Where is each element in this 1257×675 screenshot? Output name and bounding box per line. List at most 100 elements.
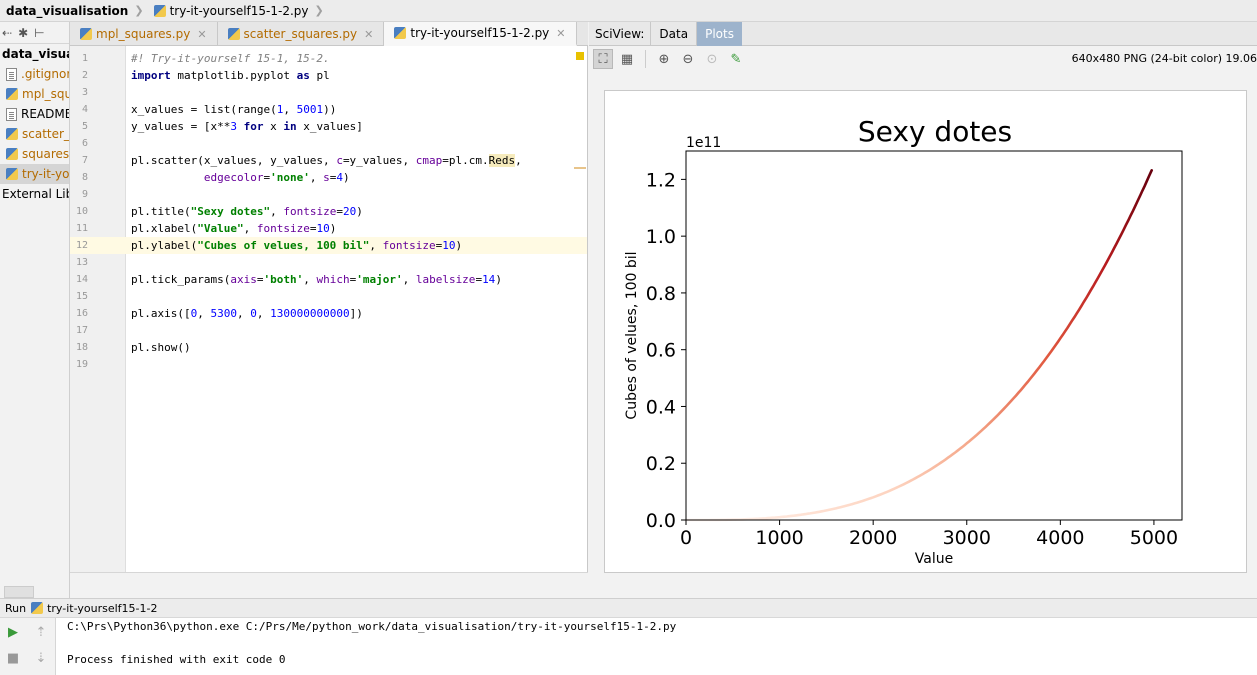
breadcrumb-file[interactable]: try-it-yourself15-1-2.py ❯ xyxy=(148,0,328,22)
breadcrumb-separator-icon: ❯ xyxy=(314,4,324,17)
close-icon[interactable]: ✕ xyxy=(364,27,374,41)
code-line[interactable]: 10 pl.title("Sexy dotes", fontsize=20) xyxy=(70,203,587,220)
editor-tab[interactable]: try-it-yourself15-1-2.py ✕ xyxy=(384,22,577,46)
plot-axes-frame xyxy=(685,150,1183,521)
project-tree-item[interactable]: scatter_sq xyxy=(0,124,69,144)
editor-tab-label: try-it-yourself15-1-2.py xyxy=(410,26,550,40)
line-number: 3 xyxy=(81,87,88,98)
code-line[interactable]: 16 pl.axis([0, 5300, 0, 130000000000]) xyxy=(70,305,587,322)
code-line[interactable]: 8 edgecolor='none', s=4) xyxy=(70,169,587,186)
x-tick-label: 0 xyxy=(680,527,692,549)
python-file-icon xyxy=(6,148,18,160)
console-output-line: C:\Prs\Python36\python.exe C:/Prs/Me/pyt… xyxy=(67,620,677,633)
code-line[interactable]: 12 pl.ylabel("Cubes of velues, 100 bil", … xyxy=(70,237,587,254)
line-number: 16 xyxy=(75,308,88,319)
code-line[interactable]: 14 pl.tick_params(axis='both', which='maj… xyxy=(70,271,587,288)
down-arrow-icon[interactable]: ⇣ xyxy=(35,650,47,666)
code-line[interactable]: 13 xyxy=(70,254,587,271)
line-number: 10 xyxy=(75,206,88,217)
breadcrumb-separator-icon: ❯ xyxy=(134,4,144,17)
code-text: import matplotlib.pyplot as pl xyxy=(131,69,330,82)
code-line[interactable]: 2 import matplotlib.pyplot as pl xyxy=(70,67,587,84)
file-icon xyxy=(6,107,17,121)
zoom-actual-icon[interactable]: ⊙ xyxy=(706,51,718,67)
tab-plots[interactable]: Plots xyxy=(696,21,742,46)
x-tick-label: 2000 xyxy=(849,527,897,549)
code-text: #! Try-it-yourself 15-1, 15-2. xyxy=(131,52,330,65)
close-icon[interactable]: ✕ xyxy=(197,27,207,41)
project-scrollbar[interactable] xyxy=(4,586,34,598)
project-tree-item-label: scatter_sq xyxy=(22,127,70,141)
code-line[interactable]: 19 xyxy=(70,356,587,373)
project-tree: .gitignore mpl_squa README. scatter_sqsquar… xyxy=(0,64,69,184)
line-number: 15 xyxy=(75,291,88,302)
code-editor[interactable]: 1 #! Try-it-yourself 15-1, 15-2. 2 import m… xyxy=(70,46,588,572)
x-tick-label: 3000 xyxy=(943,527,991,549)
editor-tab-label: mpl_squares.py xyxy=(96,27,191,41)
x-tick-label: 1000 xyxy=(755,527,803,549)
y-tick-label: 0.4 xyxy=(646,396,676,418)
editor-tab[interactable]: scatter_squares.py ✕ xyxy=(218,22,385,46)
gear-icon[interactable]: ✱ xyxy=(18,25,29,40)
hide-icon[interactable]: ⇠ xyxy=(2,25,13,40)
highlight-marker[interactable] xyxy=(574,167,586,169)
code-text: pl.axis([0, 5300, 0, 130000000000]) xyxy=(131,307,363,320)
project-tree-item-label: try-it-you xyxy=(22,167,70,181)
python-file-icon xyxy=(6,128,18,140)
y-tick-label: 1.2 xyxy=(646,169,676,191)
project-root[interactable]: data_visualis xyxy=(2,47,69,61)
stop-icon[interactable]: ■ xyxy=(6,650,20,666)
code-line[interactable]: 1 #! Try-it-yourself 15-1, 15-2. xyxy=(70,50,587,67)
close-icon[interactable]: ✕ xyxy=(556,26,566,40)
run-icon[interactable]: ▶ xyxy=(8,624,18,640)
code-line[interactable]: 3 xyxy=(70,84,587,101)
line-gutter xyxy=(70,46,126,572)
editor-tab[interactable]: mpl_squares.py ✕ xyxy=(70,22,218,46)
project-tree-item[interactable]: try-it-you xyxy=(0,164,69,184)
code-line[interactable]: 18 pl.show() xyxy=(70,339,587,356)
line-number: 8 xyxy=(81,172,88,183)
zoom-out-icon[interactable]: ⊖ xyxy=(682,51,694,67)
project-panel: ⇠ ✱ ⊢ data_visualis .gitignore mpl_squa RE… xyxy=(0,22,70,598)
fit-icon[interactable]: ⛶ xyxy=(593,49,613,69)
zoom-in-icon[interactable]: ⊕ xyxy=(658,51,670,67)
breadcrumb-project[interactable]: data_visualisation ❯ xyxy=(0,0,148,22)
data-point xyxy=(1153,164,1156,167)
code-line[interactable]: 15 xyxy=(70,288,587,305)
run-config[interactable]: try-it-yourself15-1-2 xyxy=(47,601,158,615)
console-output-line: Process finished with exit code 0 xyxy=(67,653,286,666)
up-arrow-icon[interactable]: ⇡ xyxy=(35,624,47,640)
sciview-label: SciView: xyxy=(595,26,645,41)
code-line[interactable]: 5 y_values = [x**3 for x in x_values] xyxy=(70,118,587,135)
project-tree-item[interactable]: README. xyxy=(0,104,69,124)
project-tree-item-label: squares_p xyxy=(22,147,70,161)
line-number: 2 xyxy=(81,70,88,81)
warning-marker-icon[interactable] xyxy=(576,52,584,60)
code-line[interactable]: 17 xyxy=(70,322,587,339)
line-number: 5 xyxy=(81,121,88,132)
code-line[interactable]: 6 xyxy=(70,135,587,152)
external-libraries[interactable]: External Libra xyxy=(2,187,69,201)
project-tree-item[interactable]: .gitignore xyxy=(0,64,69,84)
code-text: pl.show() xyxy=(131,341,191,354)
color-picker-icon[interactable]: ✎ xyxy=(730,51,742,67)
collapse-icon[interactable]: ⊢ xyxy=(34,25,45,40)
project-tree-item[interactable]: squares_p xyxy=(0,144,69,164)
y-tick-label: 0.2 xyxy=(646,453,676,475)
code-line[interactable]: 11 pl.xlabel("Value", fontsize=10) xyxy=(70,220,587,237)
y-offset-text: 1e11 xyxy=(686,135,721,151)
editor-statusbar xyxy=(70,572,588,598)
tab-data[interactable]: Data xyxy=(650,21,696,46)
python-run-icon xyxy=(31,602,44,614)
code-line[interactable]: 9 xyxy=(70,186,587,203)
code-text: pl.ylabel("Cubes of velues, 100 bil", fo… xyxy=(131,239,463,252)
project-tree-item[interactable]: mpl_squa xyxy=(0,84,69,104)
run-header: Run try-it-yourself15-1-2 xyxy=(0,598,1257,618)
python-file-icon xyxy=(227,28,240,40)
x-axis-label: Value xyxy=(915,551,953,567)
scatter-chart: 0 1000 2000 3000 4000 5000 0.0 0.2 0.4 0.6 0.8 1.0 1… xyxy=(624,115,1183,567)
code-line[interactable]: 4 x_values = list(range(1, 5001)) xyxy=(70,101,587,118)
code-line[interactable]: 7 pl.scatter(x_values, y_values, c=y_valu… xyxy=(70,152,587,169)
python-file-icon xyxy=(6,88,18,100)
grid-icon[interactable]: ▦ xyxy=(620,51,634,67)
